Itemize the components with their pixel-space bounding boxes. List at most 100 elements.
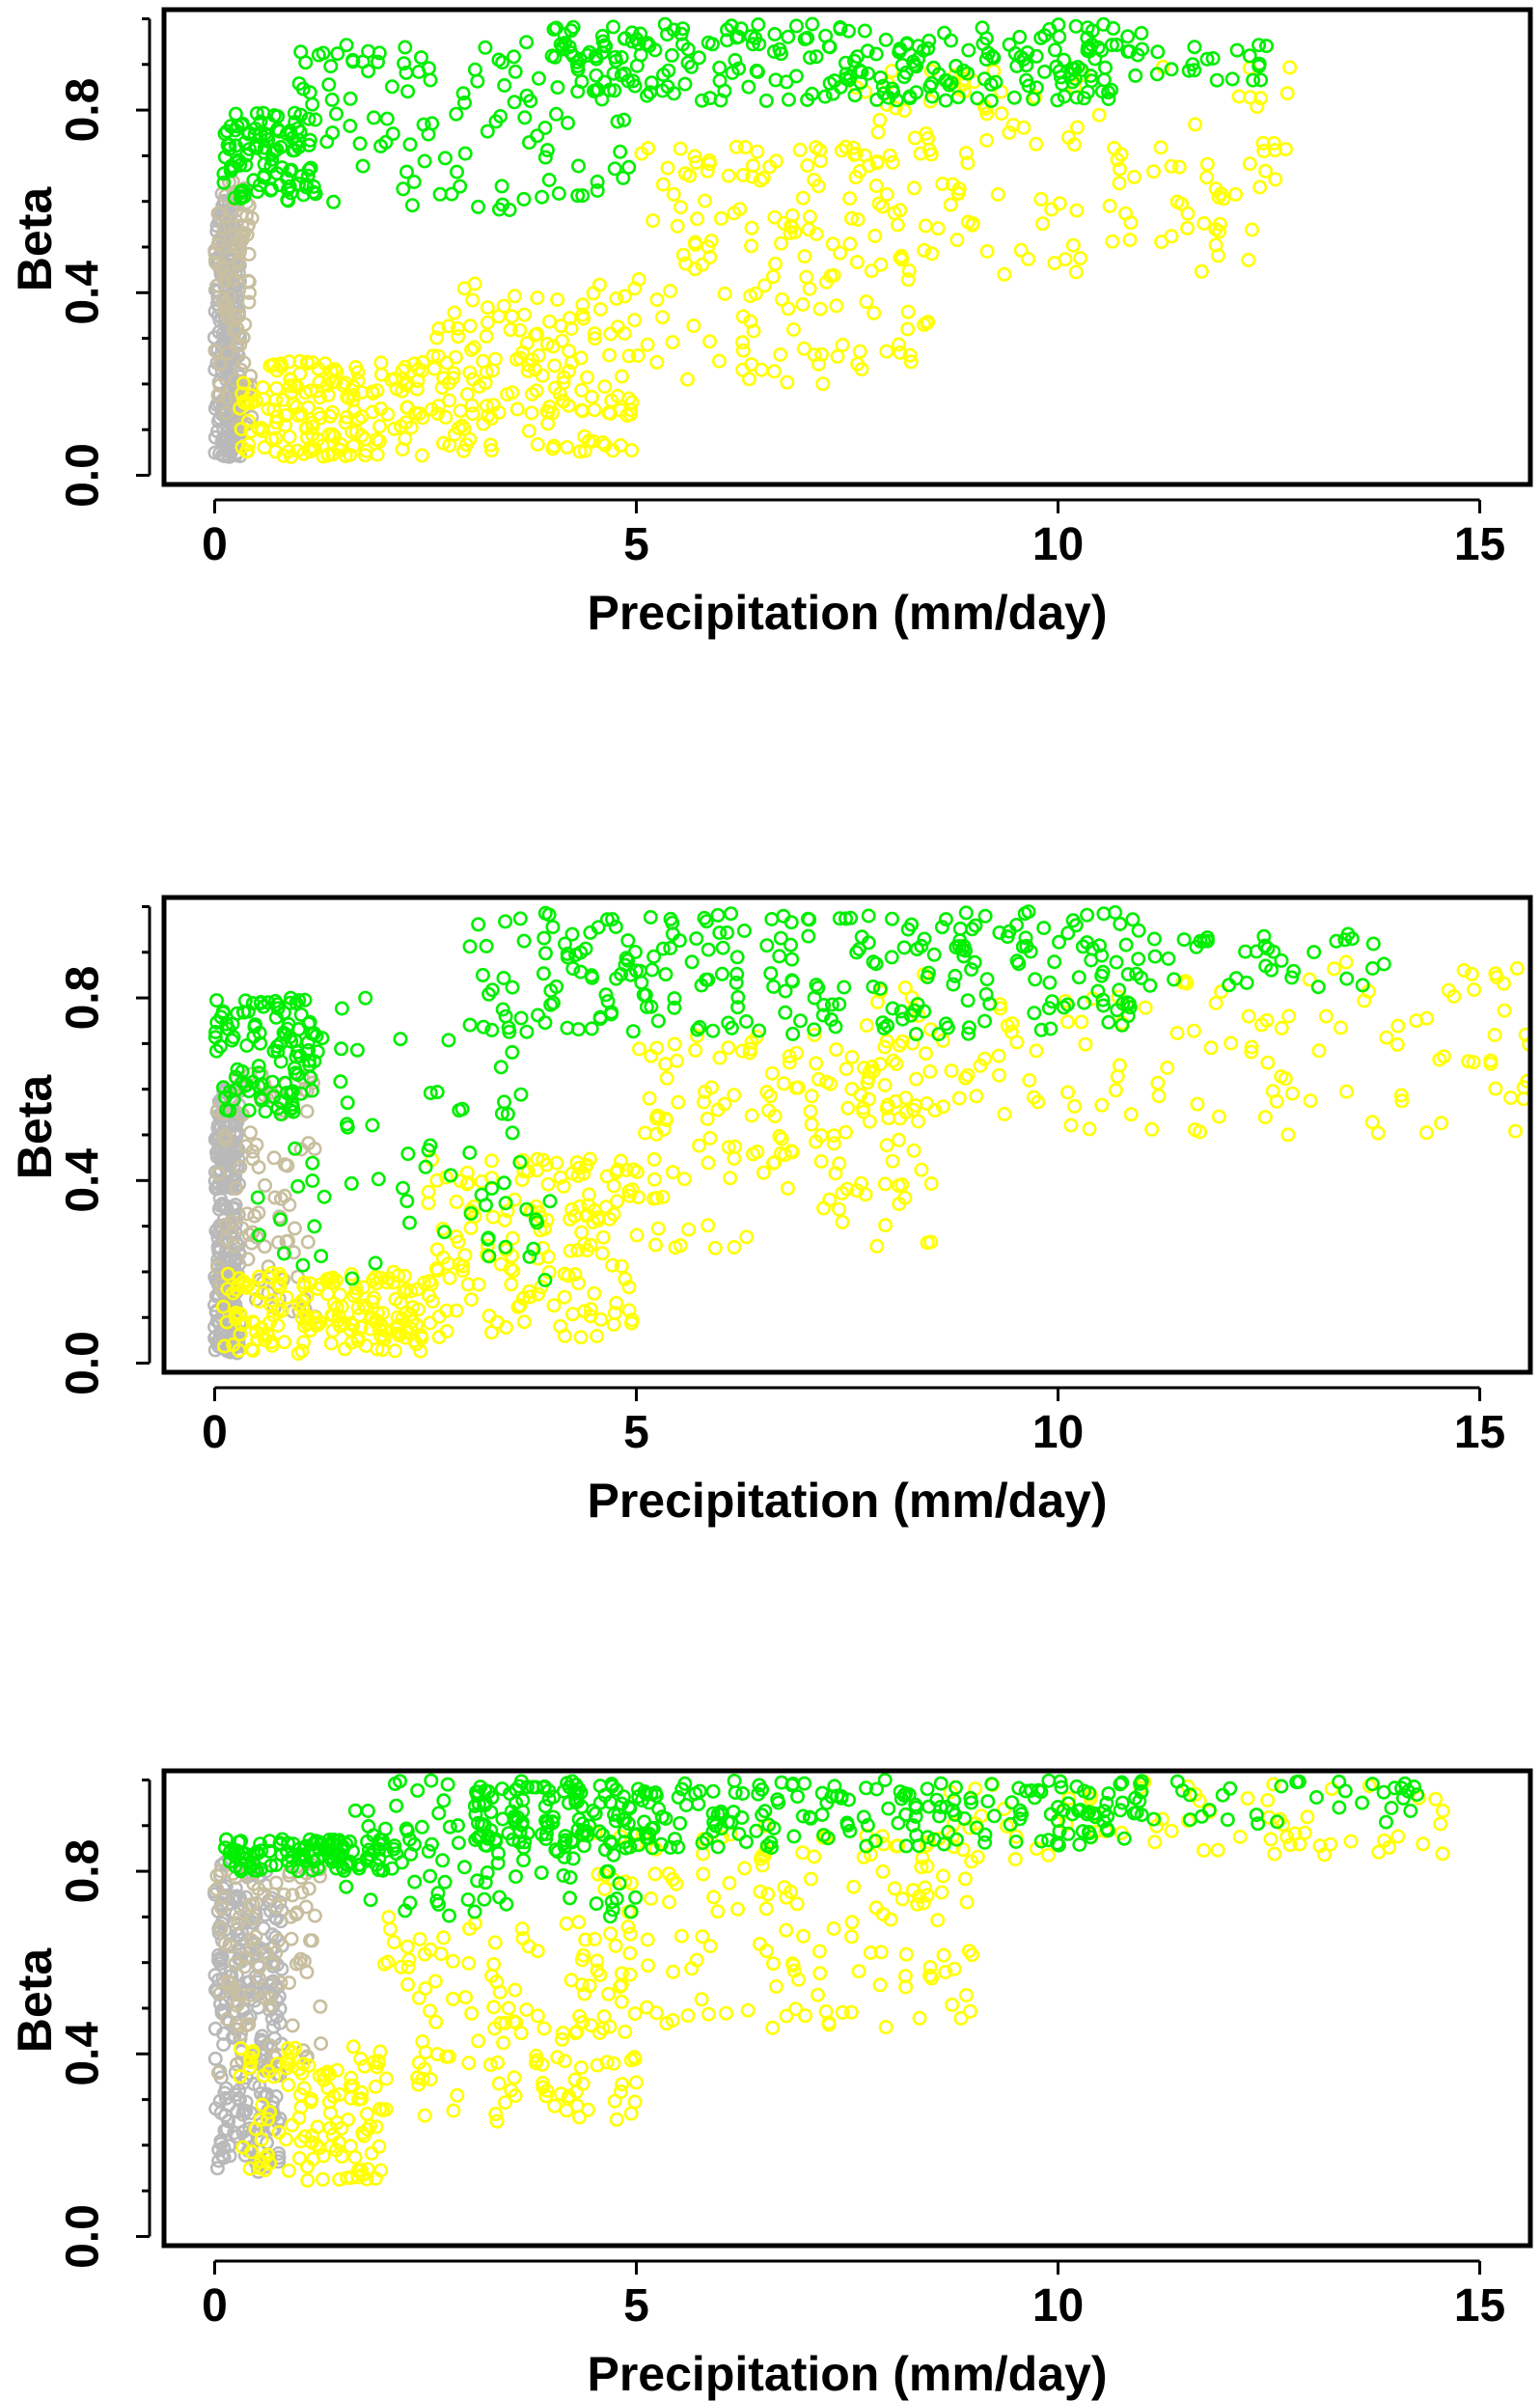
plot-frame — [161, 7, 1533, 487]
data-point — [835, 1214, 850, 1229]
data-point — [307, 1908, 322, 1923]
data-point — [1209, 72, 1224, 88]
data-point — [842, 236, 858, 252]
data-point — [669, 1876, 684, 1891]
data-point — [429, 1893, 445, 1909]
data-point — [1188, 1786, 1203, 1802]
data-point — [523, 94, 538, 109]
data-point — [565, 961, 581, 977]
data-point — [801, 928, 816, 944]
data-point — [720, 925, 735, 940]
data-point — [480, 315, 495, 330]
data-point — [583, 1302, 598, 1317]
data-point — [590, 2057, 605, 2073]
data-point — [765, 2020, 781, 2035]
data-point — [1116, 1831, 1132, 1846]
data-point — [1080, 907, 1095, 923]
data-point — [1196, 1842, 1212, 1858]
data-point — [1155, 1811, 1170, 1827]
data-point — [575, 2076, 591, 2091]
data-point — [590, 1328, 605, 1343]
data-point — [729, 975, 744, 990]
data-point — [778, 1005, 793, 1020]
data-point — [563, 1243, 578, 1258]
data-point — [900, 304, 916, 319]
data-point — [512, 1298, 528, 1313]
data-point — [661, 1866, 676, 1882]
data-point — [530, 2008, 545, 2024]
data-point — [951, 1090, 967, 1106]
data-point — [675, 247, 691, 262]
data-point — [441, 1908, 456, 1923]
data-point — [349, 1042, 365, 1058]
data-point — [699, 914, 714, 929]
data-point — [701, 153, 717, 169]
data-point — [437, 1874, 453, 1890]
data-point — [1134, 970, 1149, 985]
data-point — [1131, 952, 1146, 967]
data-point — [984, 1777, 1000, 1792]
data-point — [818, 2003, 834, 2019]
data-point — [1246, 72, 1261, 88]
data-point — [617, 289, 632, 304]
data-point — [899, 36, 915, 51]
data-point — [403, 1846, 419, 1862]
data-point — [930, 1913, 946, 1928]
data-point — [678, 256, 694, 271]
data-point — [438, 409, 454, 425]
data-point — [729, 139, 744, 154]
data-point — [701, 942, 716, 957]
data-point — [343, 2078, 358, 2093]
data-point — [570, 188, 586, 204]
data-point — [381, 1271, 397, 1286]
data-point — [353, 2051, 369, 2066]
data-point — [734, 1043, 750, 1059]
data-point — [543, 997, 559, 1012]
data-point — [466, 340, 481, 355]
data-point — [1134, 25, 1149, 41]
data-point — [305, 97, 320, 112]
data-point — [1464, 966, 1479, 981]
data-point — [737, 140, 753, 155]
data-point — [1142, 978, 1158, 993]
data-point — [1164, 62, 1179, 77]
data-point — [381, 1910, 397, 1925]
data-point — [938, 1016, 953, 1032]
data-point — [730, 989, 746, 1005]
data-point — [217, 220, 233, 235]
data-point — [680, 2008, 696, 2024]
data-point — [1332, 1774, 1347, 1789]
data-point — [698, 1084, 713, 1099]
data-point — [312, 390, 327, 405]
data-point — [1364, 1777, 1380, 1792]
data-point — [1029, 1043, 1044, 1059]
data-point — [365, 384, 380, 400]
data-point — [556, 1868, 571, 1884]
x-axis-title: Precipitation (mm/day) — [588, 586, 1108, 640]
data-point — [501, 1826, 516, 1841]
data-point — [622, 1967, 638, 1982]
data-point — [687, 149, 702, 164]
data-point — [505, 385, 520, 400]
data-point — [414, 448, 429, 463]
data-point — [237, 1949, 253, 1965]
data-point — [885, 1153, 900, 1169]
data-point — [1021, 251, 1036, 266]
data-point — [1087, 1809, 1103, 1825]
data-point — [524, 405, 539, 421]
data-point — [305, 1863, 320, 1878]
data-point — [579, 1824, 594, 1839]
data-point — [1047, 42, 1062, 58]
data-point — [233, 2018, 248, 2033]
data-point — [276, 448, 291, 463]
data-point — [640, 1932, 655, 1947]
data-point — [758, 93, 774, 108]
data-point — [505, 309, 520, 324]
data-point — [399, 1823, 415, 1838]
data-point — [849, 255, 865, 270]
data-point — [481, 1249, 497, 1264]
data-point — [471, 199, 486, 214]
data-point — [872, 1977, 888, 1993]
data-point — [1286, 963, 1302, 979]
data-point — [371, 1172, 386, 1187]
